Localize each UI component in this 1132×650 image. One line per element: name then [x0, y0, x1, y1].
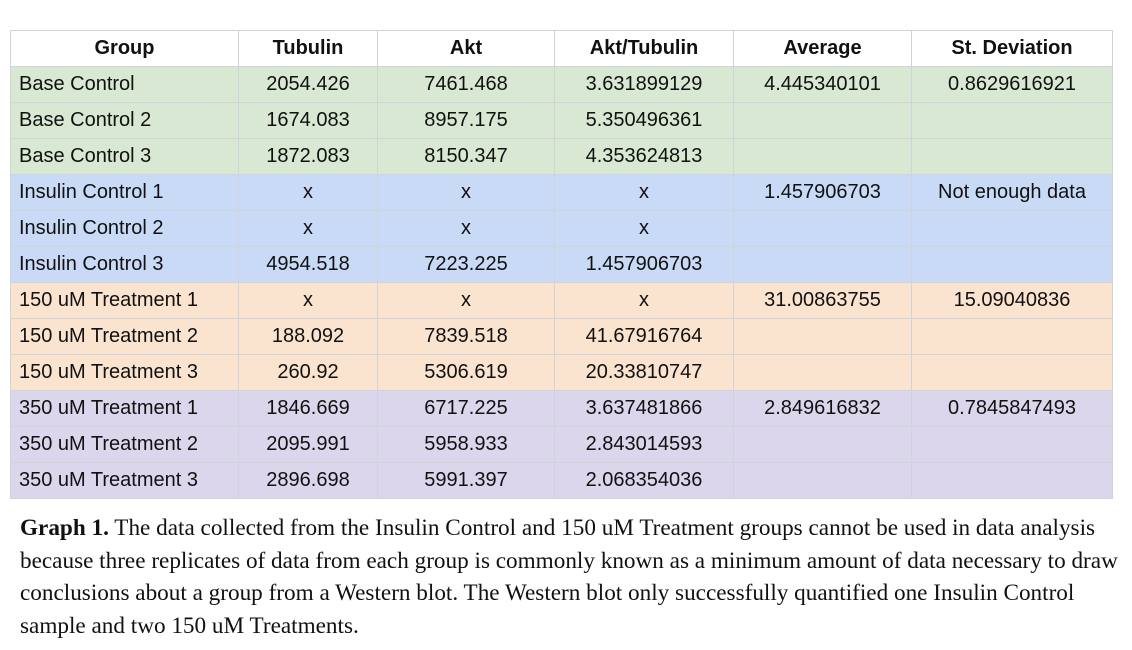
header-average: Average — [733, 30, 912, 67]
cell-group: Base Control 2 — [10, 102, 239, 139]
table-body: Base Control 2054.426 7461.468 3.631899129 4… — [10, 66, 1113, 499]
cell-st-deviation: Not enough data — [911, 174, 1113, 211]
cell-average: 1.457906703 — [733, 174, 912, 211]
cell-akt-tubulin: 2.843014593 — [554, 426, 734, 463]
cell-tubulin: 1872.083 — [238, 138, 378, 175]
cell-st-deviation: 0.7845847493 — [911, 390, 1113, 427]
header-row: Group Tubulin Akt Akt/Tubulin Average St… — [10, 30, 1113, 67]
cell-st-deviation — [911, 426, 1113, 463]
cell-group: Insulin Control 2 — [10, 210, 239, 247]
cell-akt-tubulin: x — [554, 174, 734, 211]
cell-st-deviation — [911, 210, 1113, 247]
header-tubulin: Tubulin — [238, 30, 378, 67]
cell-st-deviation — [911, 138, 1113, 175]
cell-akt-tubulin: 4.353624813 — [554, 138, 734, 175]
header-akt-tubulin: Akt/Tubulin — [554, 30, 734, 67]
cell-akt: 5991.397 — [377, 462, 555, 499]
cell-st-deviation — [911, 102, 1113, 139]
cell-group: 350 uM Treatment 1 — [10, 390, 239, 427]
cell-average — [733, 102, 912, 139]
cell-st-deviation — [911, 318, 1113, 355]
cell-group: Insulin Control 1 — [10, 174, 239, 211]
cell-akt-tubulin: x — [554, 282, 734, 319]
header-group: Group — [10, 30, 239, 67]
data-table-container: Group Tubulin Akt Akt/Tubulin Average St… — [10, 30, 1113, 499]
cell-st-deviation — [911, 462, 1113, 499]
caption-text: The data collected from the Insulin Cont… — [20, 515, 1118, 639]
cell-akt-tubulin: 1.457906703 — [554, 246, 734, 283]
cell-average — [733, 246, 912, 283]
table-row: 350 uM Treatment 2 2095.991 5958.933 2.8430… — [10, 426, 1113, 463]
cell-akt-tubulin: 41.67916764 — [554, 318, 734, 355]
cell-tubulin: 4954.518 — [238, 246, 378, 283]
table-row: 350 uM Treatment 3 2896.698 5991.397 2.0683… — [10, 462, 1113, 499]
cell-tubulin: 1674.083 — [238, 102, 378, 139]
cell-akt: 5306.619 — [377, 354, 555, 391]
cell-akt: x — [377, 210, 555, 247]
cell-average — [733, 318, 912, 355]
cell-tubulin: x — [238, 210, 378, 247]
cell-group: 350 uM Treatment 3 — [10, 462, 239, 499]
table-row: 150 uM Treatment 1 x x x 31.00863755 15.09040… — [10, 282, 1113, 319]
cell-average: 31.00863755 — [733, 282, 912, 319]
cell-akt: 7839.518 — [377, 318, 555, 355]
cell-group: Insulin Control 3 — [10, 246, 239, 283]
cell-akt-tubulin: 5.350496361 — [554, 102, 734, 139]
cell-average — [733, 426, 912, 463]
table-row: Insulin Control 3 4954.518 7223.225 1.45790… — [10, 246, 1113, 283]
cell-tubulin: 2054.426 — [238, 66, 378, 103]
cell-tubulin: x — [238, 174, 378, 211]
table-row: 150 uM Treatment 2 188.092 7839.518 41.6791… — [10, 318, 1113, 355]
cell-group: 150 uM Treatment 3 — [10, 354, 239, 391]
table-row: 350 uM Treatment 1 1846.669 6717.225 3.6374… — [10, 390, 1113, 427]
cell-tubulin: 2896.698 — [238, 462, 378, 499]
cell-group: Base Control — [10, 66, 239, 103]
cell-average: 2.849616832 — [733, 390, 912, 427]
cell-akt: x — [377, 174, 555, 211]
cell-akt-tubulin: 3.637481866 — [554, 390, 734, 427]
header-akt: Akt — [377, 30, 555, 67]
figure-caption: Graph 1. The data collected from the Ins… — [20, 512, 1120, 642]
cell-st-deviation: 15.09040836 — [911, 282, 1113, 319]
data-table: Group Tubulin Akt Akt/Tubulin Average St… — [10, 30, 1113, 499]
cell-tubulin: x — [238, 282, 378, 319]
cell-average — [733, 210, 912, 247]
cell-average — [733, 462, 912, 499]
cell-average — [733, 354, 912, 391]
header-st-deviation: St. Deviation — [911, 30, 1113, 67]
cell-akt: 8957.175 — [377, 102, 555, 139]
table-row: Base Control 2054.426 7461.468 3.631899129 4… — [10, 66, 1113, 103]
cell-average — [733, 138, 912, 175]
table-row: Insulin Control 1 x x x 1.457906703 Not enoug… — [10, 174, 1113, 211]
cell-tubulin: 1846.669 — [238, 390, 378, 427]
cell-group: 150 uM Treatment 1 — [10, 282, 239, 319]
cell-akt-tubulin: 2.068354036 — [554, 462, 734, 499]
cell-akt: 7223.225 — [377, 246, 555, 283]
cell-st-deviation: 0.8629616921 — [911, 66, 1113, 103]
cell-group: 150 uM Treatment 2 — [10, 318, 239, 355]
cell-akt-tubulin: 20.33810747 — [554, 354, 734, 391]
table-row: Base Control 3 1872.083 8150.347 4.35362481… — [10, 138, 1113, 175]
cell-akt: 8150.347 — [377, 138, 555, 175]
cell-akt-tubulin: x — [554, 210, 734, 247]
cell-akt: 6717.225 — [377, 390, 555, 427]
cell-akt: x — [377, 282, 555, 319]
table-row: 150 uM Treatment 3 260.92 5306.619 20.33810… — [10, 354, 1113, 391]
cell-akt: 5958.933 — [377, 426, 555, 463]
cell-akt: 7461.468 — [377, 66, 555, 103]
cell-akt-tubulin: 3.631899129 — [554, 66, 734, 103]
table-row: Base Control 2 1674.083 8957.175 5.35049636… — [10, 102, 1113, 139]
cell-tubulin: 2095.991 — [238, 426, 378, 463]
cell-tubulin: 260.92 — [238, 354, 378, 391]
cell-group: Base Control 3 — [10, 138, 239, 175]
cell-st-deviation — [911, 354, 1113, 391]
caption-label: Graph 1. — [20, 515, 109, 541]
cell-average: 4.445340101 — [733, 66, 912, 103]
cell-tubulin: 188.092 — [238, 318, 378, 355]
cell-group: 350 uM Treatment 2 — [10, 426, 239, 463]
cell-st-deviation — [911, 246, 1113, 283]
